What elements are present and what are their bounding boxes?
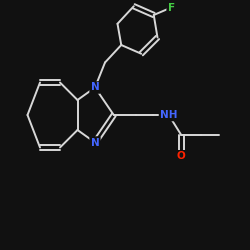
Text: O: O — [177, 151, 186, 161]
Text: N: N — [90, 82, 100, 92]
Text: NH: NH — [160, 110, 178, 120]
Text: N: N — [90, 138, 100, 147]
Text: F: F — [168, 2, 175, 12]
